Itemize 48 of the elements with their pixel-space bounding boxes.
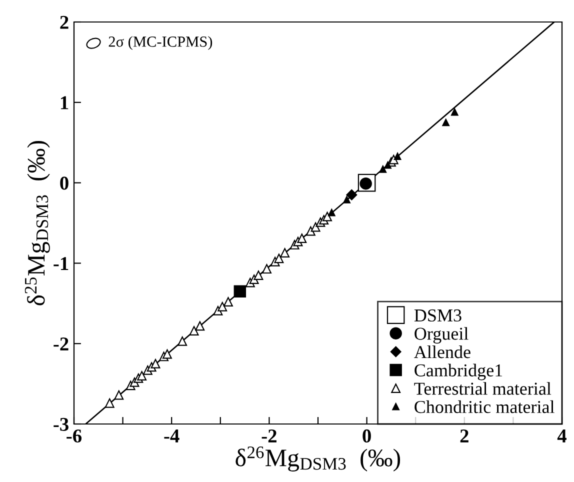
point [310,222,320,232]
x-tick-label: 0 [362,429,371,443]
y-tick-label: -3 [54,418,68,431]
y-tick-label: -1 [54,257,68,270]
legend-label: Chondritic material [414,400,554,414]
x-tick-label: -6 [66,429,82,443]
point [274,254,284,264]
y-tick-label: 0 [60,176,68,190]
y-tick-label: -2 [54,337,68,350]
point [346,189,358,200]
point [343,196,350,204]
point [379,165,387,173]
x-tick-label: 2 [460,429,468,442]
x-tick-label: 4 [557,430,566,442]
legend-label: Terrestrial material [414,382,552,395]
legend-label: Orgueil [414,327,468,344]
point [254,270,264,280]
legend-label: DSM3 [414,309,462,322]
legend-label: Cambridge1 [414,364,502,380]
point [262,264,272,274]
y-tick-label: 1 [60,96,68,110]
x-axis-title: δ$^{26}$Mg$_{DSM3}$ (‰) [236,446,400,472]
point [450,108,458,116]
point [218,302,228,312]
point [306,226,316,236]
x-tick-label: -2 [262,429,276,442]
point [150,358,160,368]
point [162,349,172,359]
point [137,371,147,380]
point [280,248,290,258]
point [322,212,332,222]
point [394,152,402,160]
point [189,326,199,336]
point [195,321,205,331]
y-axis-title: δ$^{25}$Mg$_{DSM3}$ (‰) [24,140,50,306]
point [178,336,188,346]
point [223,297,233,307]
point [114,390,124,400]
x-tick-label: -4 [164,430,180,442]
annotation: 2σ (MC-ICPMS) [108,36,212,50]
point [234,285,246,298]
point [328,208,336,216]
point [442,118,450,126]
legend-label: Allende [414,345,470,358]
point [384,161,392,169]
point [297,234,307,243]
point [104,398,114,408]
y-tick-label: 2 [60,16,68,29]
